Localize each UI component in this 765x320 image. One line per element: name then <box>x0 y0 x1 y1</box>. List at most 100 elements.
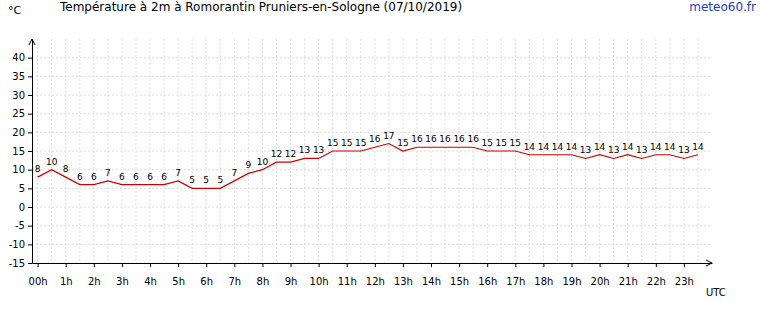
x-tick-mark <box>515 263 516 267</box>
y-tick-mark <box>28 244 32 245</box>
data-label: 6 <box>133 172 139 182</box>
x-tick-mark <box>262 263 263 267</box>
x-tick: 9h <box>285 263 298 287</box>
grid-line <box>459 39 460 263</box>
data-label: 6 <box>119 172 125 182</box>
x-tick-label: 1h <box>60 276 73 287</box>
grid-line <box>32 244 712 245</box>
axis-arrow <box>706 260 712 266</box>
grid-line <box>374 39 375 263</box>
data-label: 6 <box>77 172 83 182</box>
data-label: 15 <box>481 138 492 148</box>
y-tick-mark <box>28 132 32 133</box>
y-tick: -15 <box>9 258 32 269</box>
x-tick: 15h <box>450 263 469 287</box>
data-label: 15 <box>355 138 366 148</box>
y-tick-label: 10 <box>12 164 25 175</box>
x-tick-label: 3h <box>116 276 129 287</box>
x-tick: 2h <box>88 263 101 287</box>
y-tick: -10 <box>9 239 32 250</box>
x-axis: 00h1h2h3h4h5h6h7h8h9h10h11h12h13h14h15h1… <box>29 263 713 287</box>
data-label: 15 <box>327 138 338 148</box>
data-label: 15 <box>510 138 521 148</box>
x-tick-label: 6h <box>200 276 213 287</box>
x-tick-mark <box>375 263 376 267</box>
x-tick: 5h <box>172 263 185 287</box>
data-label: 7 <box>175 168 181 178</box>
x-tick-mark <box>291 263 292 267</box>
data-label: 16 <box>411 134 423 144</box>
y-axis-line <box>32 40 33 264</box>
y-tick: -5 <box>15 220 32 231</box>
grid-line <box>262 39 263 263</box>
x-tick: 10h <box>310 263 329 287</box>
source[interactable]: meteo60.fr <box>689 0 756 14</box>
x-tick: 3h <box>116 263 129 287</box>
x-tick-mark <box>684 263 685 267</box>
x-tick: 6h <box>200 263 213 287</box>
data-label: 9 <box>245 160 251 170</box>
x-tick-mark <box>66 263 67 267</box>
grid-line <box>32 225 712 226</box>
x-tick-mark <box>487 263 488 267</box>
data-label: 13 <box>580 145 591 155</box>
x-tick-label: 12h <box>366 276 385 287</box>
x-tick-mark <box>94 263 95 267</box>
x-axis-line <box>33 263 713 264</box>
y-tick-label: -10 <box>9 239 25 250</box>
data-label: 5 <box>203 175 209 185</box>
y-tick-mark <box>28 188 32 189</box>
data-label: 15 <box>341 138 352 148</box>
data-label: 13 <box>299 145 310 155</box>
y-tick: 15 <box>12 146 32 157</box>
x-tick-label: 22h <box>647 276 666 287</box>
x-tick: 13h <box>394 263 413 287</box>
y-tick-label: -5 <box>15 220 25 231</box>
x-tick: 18h <box>534 263 553 287</box>
x-tick-label: 14h <box>422 276 441 287</box>
x-tick-label: 13h <box>394 276 413 287</box>
x-tick: 20h <box>591 263 610 287</box>
x-tick: 11h <box>338 263 357 287</box>
title: Température à 2m à Romorantin Pruniers-e… <box>59 0 462 14</box>
x-tick-mark <box>656 263 657 267</box>
y-tick: 25 <box>12 108 32 119</box>
grid-line <box>32 169 712 170</box>
y-tick-mark <box>28 76 32 77</box>
x-tick: 8h <box>257 263 270 287</box>
x-tick-label: 19h <box>562 276 581 287</box>
data-label: 13 <box>678 145 689 155</box>
y-tick: 10 <box>12 164 32 175</box>
data-label: 8 <box>63 164 69 174</box>
data-label: 6 <box>91 172 97 182</box>
data-label: 5 <box>189 175 195 185</box>
data-label: 15 <box>496 138 507 148</box>
x-tick-mark <box>459 263 460 267</box>
data-label: 7 <box>231 168 237 178</box>
x-tick-label: 21h <box>619 276 638 287</box>
x-tick: 16h <box>478 263 497 287</box>
x-tick: 4h <box>144 263 157 287</box>
y-tick: 0 <box>19 202 32 213</box>
x-tick-mark <box>572 263 573 267</box>
x-tick: 00h <box>29 263 48 287</box>
x-tick-label: 20h <box>591 276 610 287</box>
grid <box>32 39 712 263</box>
x-tick-mark <box>234 263 235 267</box>
data-label: 16 <box>453 134 465 144</box>
data-label: 10 <box>257 157 269 167</box>
x-tick: 22h <box>647 263 666 287</box>
x-tick-label: 18h <box>534 276 553 287</box>
x-tick: 17h <box>506 263 525 287</box>
y-tick-mark <box>28 207 32 208</box>
grid-line <box>32 76 712 77</box>
x-tick-label: 15h <box>450 276 469 287</box>
y-tick-label: 25 <box>12 108 25 119</box>
y-tick-label: 5 <box>19 183 25 194</box>
data-label: 16 <box>425 134 437 144</box>
grid-line <box>32 57 712 58</box>
data-label: 14 <box>692 142 704 152</box>
y-tick-mark <box>28 114 32 115</box>
x-tick-mark <box>431 263 432 267</box>
x-tick-label: 10h <box>310 276 329 287</box>
